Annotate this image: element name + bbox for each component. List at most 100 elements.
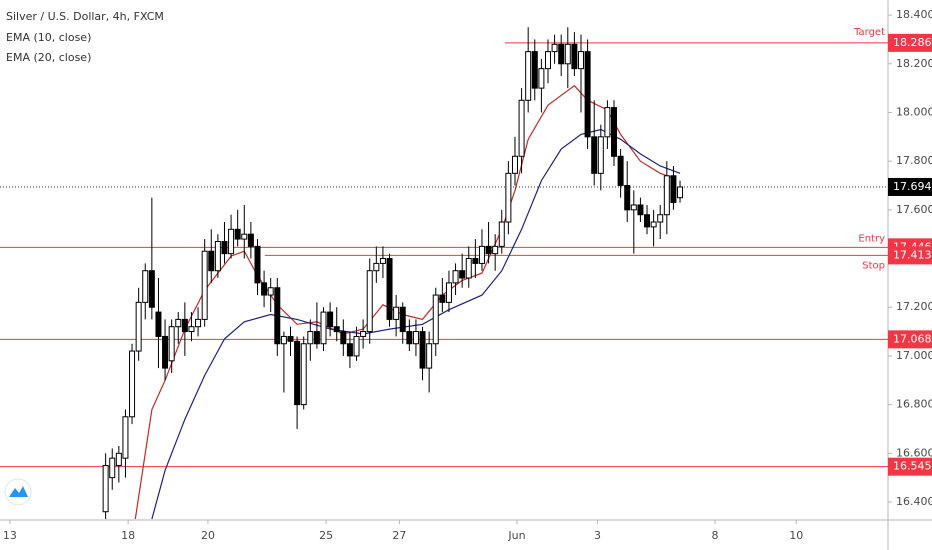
logo[interactable]: [4, 478, 32, 506]
candle-body: [188, 326, 195, 333]
candle-body: [386, 258, 393, 320]
candle-body: [637, 204, 644, 216]
candle-body: [663, 175, 670, 216]
candle-body: [274, 287, 281, 345]
x-tick-label: 3: [594, 529, 601, 542]
level-price-box: [888, 33, 932, 52]
candle-body: [340, 331, 347, 345]
candle-body: [353, 335, 360, 357]
level-name: Stop: [862, 260, 885, 271]
candle-body: [564, 43, 571, 65]
candle-body: [234, 228, 241, 240]
candle-body: [360, 331, 367, 337]
candle-body: [399, 306, 406, 333]
candle-body: [485, 245, 492, 255]
x-tick-label: 27: [392, 529, 406, 542]
candle-body: [307, 331, 314, 345]
level-price-box: [888, 330, 932, 349]
candle-body: [333, 326, 340, 333]
candle-body: [597, 136, 604, 174]
y-tick-label: 16.400: [896, 495, 932, 508]
level-price-box: [888, 246, 932, 265]
candle-body: [584, 51, 591, 138]
ema-line: [134, 84, 674, 520]
y-tick-label: 17.200: [896, 300, 932, 313]
candle-body: [373, 262, 380, 272]
level-price-box: [888, 457, 932, 476]
legend: Silver / U.S. Dollar, 4h, FXCM EMA (10, …: [6, 10, 164, 64]
candle-body: [498, 221, 505, 247]
y-tick-label: 16.800: [896, 398, 932, 411]
candle-body: [313, 331, 320, 345]
candle-body: [129, 350, 136, 418]
level-price-label: 17.413: [893, 248, 932, 261]
candle-body: [492, 245, 499, 255]
candle-body: [221, 240, 228, 255]
candle-body: [228, 228, 235, 255]
candle-body: [181, 318, 188, 333]
candle-body: [162, 335, 169, 369]
candle-body: [478, 245, 485, 264]
candle-body: [287, 335, 294, 342]
candle-body: [320, 311, 327, 345]
candle-body: [604, 107, 611, 138]
candle-body: [419, 331, 426, 369]
candle-body: [525, 51, 532, 101]
candle-body: [644, 214, 651, 228]
legend-entry: EMA (20, close): [6, 51, 91, 64]
candle-body: [267, 287, 274, 296]
candle-body: [459, 270, 466, 279]
candle-body: [327, 311, 334, 328]
candle-body: [432, 294, 439, 345]
legend-entry: EMA (10, close): [6, 31, 91, 44]
candle-body: [393, 306, 400, 320]
x-tick-label: 13: [3, 529, 17, 542]
candle-body: [135, 301, 142, 352]
candle-body: [472, 258, 479, 264]
candle-body: [142, 270, 149, 303]
y-tick-label: 17.800: [896, 154, 932, 167]
last-price-box: [888, 177, 932, 196]
level-name: Target: [853, 27, 885, 38]
candle-body: [148, 270, 155, 308]
plot: [0, 27, 888, 520]
candle-body: [531, 51, 538, 89]
candle-body: [261, 282, 268, 296]
level-price-label: 16.545: [893, 460, 932, 473]
candle-body: [577, 51, 584, 70]
candle-body: [366, 270, 373, 333]
x-tick-label: Jun: [507, 529, 525, 542]
x-tick-label: 10: [789, 529, 803, 542]
candle-body: [426, 343, 433, 369]
candle-body: [254, 245, 261, 284]
candle-body: [195, 318, 202, 328]
candle-body: [168, 326, 175, 362]
candle-body: [300, 343, 307, 406]
x-tick-label: 20: [201, 529, 215, 542]
candle-body: [650, 221, 657, 228]
level-name: Entry: [858, 233, 885, 244]
candle-body: [280, 335, 287, 345]
level-price-label: 17.068: [893, 332, 932, 345]
candle-body: [677, 186, 684, 199]
candle-body: [617, 155, 624, 187]
candle-body: [247, 233, 254, 247]
y-tick-label: 18.400: [896, 8, 932, 21]
candle-body: [452, 270, 459, 284]
candle-body: [551, 43, 558, 53]
candle-body: [544, 51, 551, 70]
candle-body: [208, 250, 215, 272]
logo-icon[interactable]: [9, 486, 28, 497]
candle-body: [109, 457, 116, 479]
y-tick-label: 18.200: [896, 57, 932, 70]
candle-body: [511, 155, 518, 174]
candle-body: [558, 43, 565, 65]
candle-body: [445, 282, 452, 303]
candle-body: [122, 416, 129, 459]
candle-body: [624, 185, 631, 211]
candle-body: [406, 331, 413, 345]
candle-body: [538, 68, 545, 89]
candle-body: [115, 452, 122, 466]
candle-body: [102, 464, 109, 513]
